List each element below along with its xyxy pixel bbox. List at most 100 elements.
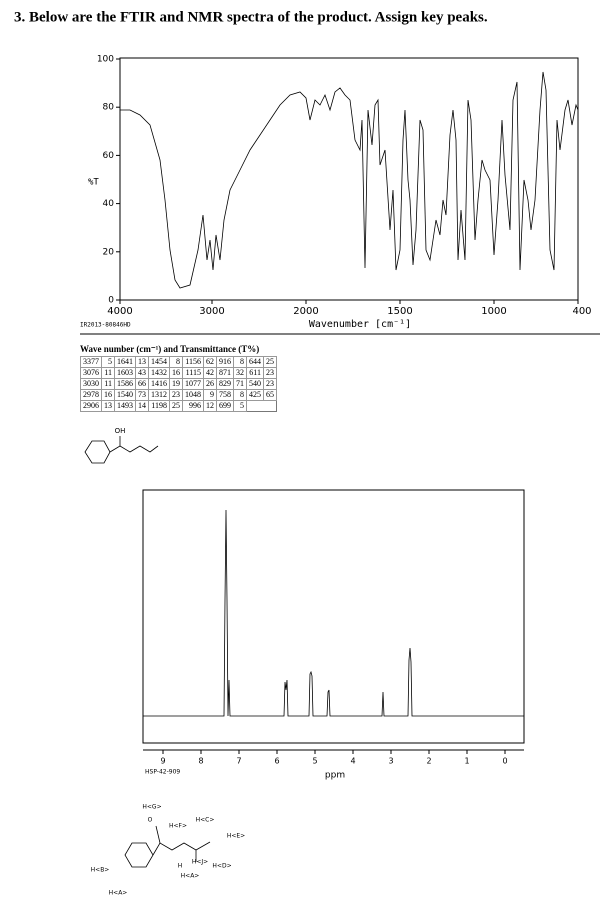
y-tick-label: 60 [103, 151, 115, 161]
table-row: 2906 13 1493 14 1198 25 996 12 699 5 [80, 400, 277, 412]
table-cell: 1312 [148, 389, 170, 401]
table-cell: 611 [246, 367, 264, 379]
table-cell: 14 [135, 400, 149, 412]
x-tick-label: 2000 [293, 306, 318, 317]
table-cell: 25 [169, 400, 183, 412]
table-cell: 8 [233, 356, 247, 368]
table-cell: 42 [203, 367, 217, 379]
table-cell: 8 [169, 356, 183, 368]
peak-table: 3377 5 1641 13 1454 8 1156 62 916 8 644 25 3076 11 160… [80, 356, 277, 412]
table-row: 2978 16 1540 73 1312 23 1048 9 758 8 425 65 [80, 389, 277, 401]
atom-label: H<E> [227, 833, 245, 840]
table-cell: 1115 [182, 367, 204, 379]
table-row: 3030 11 1586 66 1416 19 1077 26 829 71 540 23 [80, 378, 277, 390]
x-tick-label: 5 [312, 757, 317, 766]
ir-y-label: %T [88, 178, 99, 188]
atom-label: H<B> [91, 867, 110, 874]
table-cell: 829 [216, 378, 234, 390]
x-tick-label: 6 [274, 757, 279, 766]
table-cell: 2906 [80, 400, 102, 412]
nmr-x-label: ppm [325, 771, 345, 781]
table-cell: 5 [233, 400, 247, 412]
atom-label: H<C> [196, 817, 215, 824]
x-tick-label: 400 [572, 306, 591, 317]
table-cell: 9 [203, 389, 217, 401]
x-tick-label: 1500 [387, 306, 412, 317]
table-cell: 3076 [80, 367, 102, 379]
y-tick-label: 100 [97, 55, 114, 65]
table-cell: 1586 [114, 378, 136, 390]
table-cell: 1454 [148, 356, 170, 368]
table-cell: 425 [246, 389, 264, 401]
table-cell: 1198 [148, 400, 170, 412]
table-row: 3377 5 1641 13 1454 8 1156 62 916 8 644 25 [80, 356, 277, 368]
table-cell: 540 [246, 378, 264, 390]
table-cell: 11 [101, 378, 115, 390]
table-cell: 11 [101, 367, 115, 379]
atom-label: H<G> [142, 804, 161, 811]
table-cell: 699 [216, 400, 234, 412]
atom-label: H<D> [212, 863, 231, 870]
table-cell: 25 [263, 356, 277, 368]
y-tick-label: 80 [103, 103, 115, 113]
table-caption: Wave number (cm⁻¹) and Transmittance (T%… [80, 344, 259, 354]
x-tick-label: 9 [160, 757, 165, 766]
table-cell: 1048 [182, 389, 204, 401]
table-cell: 1540 [114, 389, 136, 401]
structure-1 [84, 436, 159, 464]
atom-label: H<J> [192, 859, 208, 866]
table-cell: 73 [135, 389, 149, 401]
ir-frame [119, 57, 579, 301]
table-cell: 71 [233, 378, 247, 390]
table-cell: 1641 [114, 356, 136, 368]
table-cell: 1416 [148, 378, 170, 390]
x-tick-label: 4 [350, 757, 355, 766]
table-cell: 32 [233, 367, 247, 379]
ir-code: IR2013-80846HD [80, 322, 131, 329]
table-cell: 19 [169, 378, 183, 390]
table-cell: 16 [101, 389, 115, 401]
x-tick-label: 3 [388, 757, 393, 766]
table-cell: 12 [203, 400, 217, 412]
table-cell: 996 [182, 400, 204, 412]
table-cell: 3377 [80, 356, 102, 368]
table-cell: 16 [169, 367, 183, 379]
table-cell: 23 [263, 367, 277, 379]
table-cell: 13 [135, 356, 149, 368]
y-tick-label: 40 [103, 199, 115, 209]
table-cell: 644 [246, 356, 264, 368]
table-cell: 23 [169, 389, 183, 401]
atom-label: H [178, 863, 183, 870]
table-cell: 65 [263, 389, 277, 401]
table-cell: 758 [216, 389, 234, 401]
table-cell: 1493 [114, 400, 136, 412]
nmr-code: HSP-42-909 [145, 769, 180, 776]
table-cell: 1156 [182, 356, 204, 368]
table-cell: 8 [233, 389, 247, 401]
y-tick-label: 20 [103, 247, 115, 257]
table-row: 3076 11 1603 43 1432 16 1115 42 871 32 611 23 [80, 367, 277, 379]
x-tick-label: 1000 [481, 306, 506, 317]
ir-x-label: Wavenumber [cm⁻¹] [309, 319, 411, 330]
table-cell: 62 [203, 356, 217, 368]
atom-label: H<A> [109, 890, 128, 897]
nmr-frame [142, 489, 525, 744]
table-cell: 1603 [114, 367, 136, 379]
table-cell: 23 [263, 378, 277, 390]
x-tick-label: 7 [236, 757, 241, 766]
x-tick-label: 4000 [107, 306, 132, 317]
x-tick-label: 0 [502, 757, 507, 766]
question: 3. Below are the FTIR and NMR spectra of… [14, 9, 488, 25]
atom-label: O [148, 817, 153, 824]
ir-spectrum [120, 71, 579, 289]
structure-label: OH [115, 427, 126, 435]
table-cell: 916 [216, 356, 234, 368]
y-tick-label: 0 [108, 296, 114, 306]
table-cell: 66 [135, 378, 149, 390]
table-cell: 871 [216, 367, 234, 379]
atom-label: H<A> [181, 873, 200, 880]
table-cell: 13 [101, 400, 115, 412]
x-tick-label: 8 [198, 757, 203, 766]
